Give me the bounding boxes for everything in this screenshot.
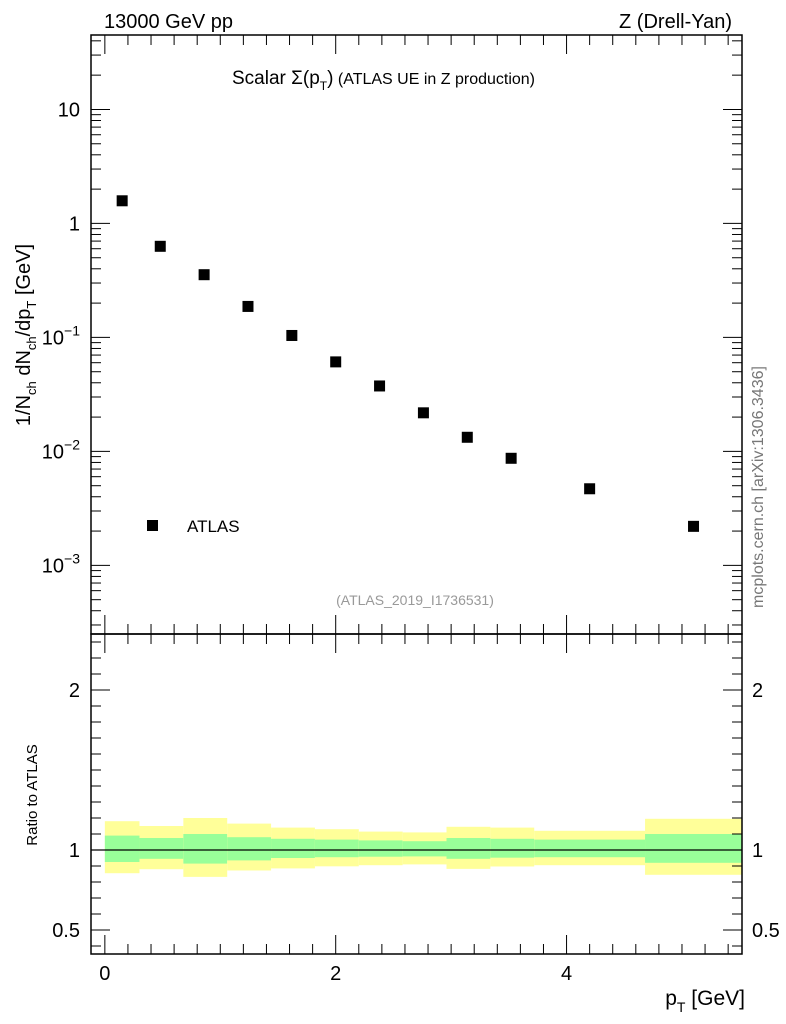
x-tick-label: 2 (330, 963, 341, 985)
uncertainty-band-inner (358, 840, 403, 857)
ratio-y-axis-label: Ratio to ATLAS (24, 744, 41, 845)
y-tick-label: 1 (69, 213, 80, 235)
ratio-axis-ticks: 0.5 0.5 1 1 2 2 0 2 4 (52, 634, 780, 985)
data-points (116, 195, 700, 532)
data-point (505, 452, 517, 464)
ratio-bands (104, 818, 742, 877)
data-point (330, 356, 342, 368)
main-plot-frame (90, 34, 743, 635)
data-point (286, 329, 298, 341)
ratio-y-tick-label-right: 1 (752, 840, 763, 862)
y-tick-label: 10 (58, 99, 80, 121)
plot-title: Scalar Σ(pT) (ATLAS UE in Z production) (232, 68, 535, 93)
ratio-y-tick-label-right: 0.5 (752, 920, 780, 942)
uncertainty-band-inner (183, 834, 228, 864)
main-axis-ticks: 10−3 10−2 10−1 1 10 (42, 35, 742, 634)
y-axis-label: 1/Nch dNch/dpT [GeV] (13, 244, 39, 426)
data-point (584, 483, 596, 495)
ratio-y-tick-label: 2 (69, 680, 80, 702)
header-right: Z (Drell-Yan) (619, 11, 732, 33)
data-point (116, 195, 128, 207)
uncertainty-band-inner (227, 837, 272, 861)
data-point (198, 269, 210, 281)
data-point (688, 520, 700, 532)
header-left: 13000 GeV pp (104, 11, 233, 33)
x-axis-label: pT [GeV] (665, 987, 745, 1015)
data-point (154, 240, 166, 252)
uncertainty-band-inner (314, 839, 359, 858)
uncertainty-band-inner (271, 838, 315, 858)
ratio-plot-frame (90, 633, 743, 955)
ratio-y-tick-label-right: 2 (752, 680, 763, 702)
main-panel: 10−3 10−2 10−1 1 10 Scalar Σ(pT) (ATLAS UE i… (13, 34, 743, 635)
x-tick-label: 0 (99, 963, 110, 985)
uncertainty-band-inner (490, 838, 535, 858)
y-tick-label: 10−3 (42, 550, 80, 577)
uncertainty-band-inner (645, 834, 742, 863)
ratio-y-tick-label: 0.5 (52, 920, 80, 942)
watermark: mcplots.cern.ch [arXiv:1306.3436] (750, 366, 767, 608)
data-point (461, 431, 473, 443)
data-point (417, 407, 429, 419)
legend-marker-atlas (147, 520, 158, 531)
y-tick-label: 10−1 (42, 322, 80, 349)
x-tick-label: 4 (561, 963, 572, 985)
uncertainty-band-inner (402, 841, 447, 857)
ratio-panel: 0.5 0.5 1 1 2 2 0 2 4 Ratio to ATLAS pT [GeV] (24, 633, 780, 1015)
data-point (242, 300, 254, 312)
data-point (374, 380, 386, 392)
reference-tag: (ATLAS_2019_I1736531) (336, 592, 494, 608)
y-tick-label: 10−2 (42, 436, 80, 463)
uncertainty-band-inner (534, 839, 646, 858)
ratio-y-tick-label: 1 (69, 840, 80, 862)
uncertainty-band-inner (139, 838, 184, 859)
uncertainty-band-inner (446, 838, 491, 859)
legend-label-atlas: ATLAS (187, 517, 240, 536)
uncertainty-band-inner (104, 835, 140, 862)
